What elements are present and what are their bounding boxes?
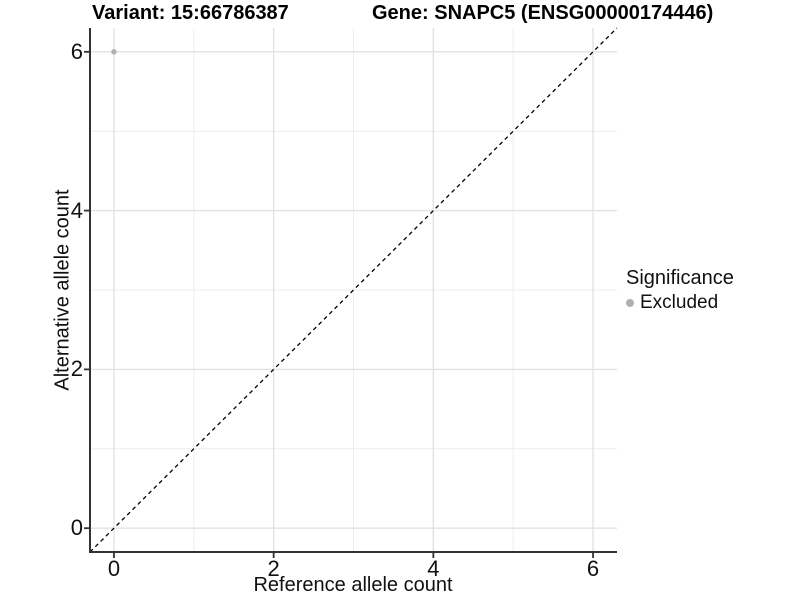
- legend-item-label: Excluded: [640, 292, 719, 313]
- y-tick-label: 0: [70, 515, 83, 541]
- y-tick-label: 4: [70, 197, 83, 223]
- legend: Significance Excluded: [626, 267, 734, 314]
- legend-key-circle-icon: [626, 299, 634, 308]
- plot-title-gene: Gene: SNAPC5 (ENSG00000174446): [372, 2, 714, 24]
- x-tick-label: 6: [586, 556, 600, 581]
- legend-title: Significance: [626, 267, 734, 289]
- y-axis-title: Alternative allele count: [51, 189, 74, 391]
- x-tick-label: 4: [427, 556, 440, 581]
- legend-item: Excluded: [626, 292, 734, 314]
- x-tick-label: 2: [267, 556, 280, 581]
- y-tick-label: 6: [70, 38, 83, 64]
- plot-title-variant: Variant: 15:66786387: [92, 2, 289, 24]
- x-axis-title: Reference allele count: [253, 574, 453, 596]
- data-point: [111, 49, 117, 55]
- x-tick-label: 0: [107, 556, 121, 581]
- y-tick-label: 2: [70, 356, 83, 382]
- identity-line: [89, 27, 618, 553]
- legend-items: Excluded: [626, 292, 734, 314]
